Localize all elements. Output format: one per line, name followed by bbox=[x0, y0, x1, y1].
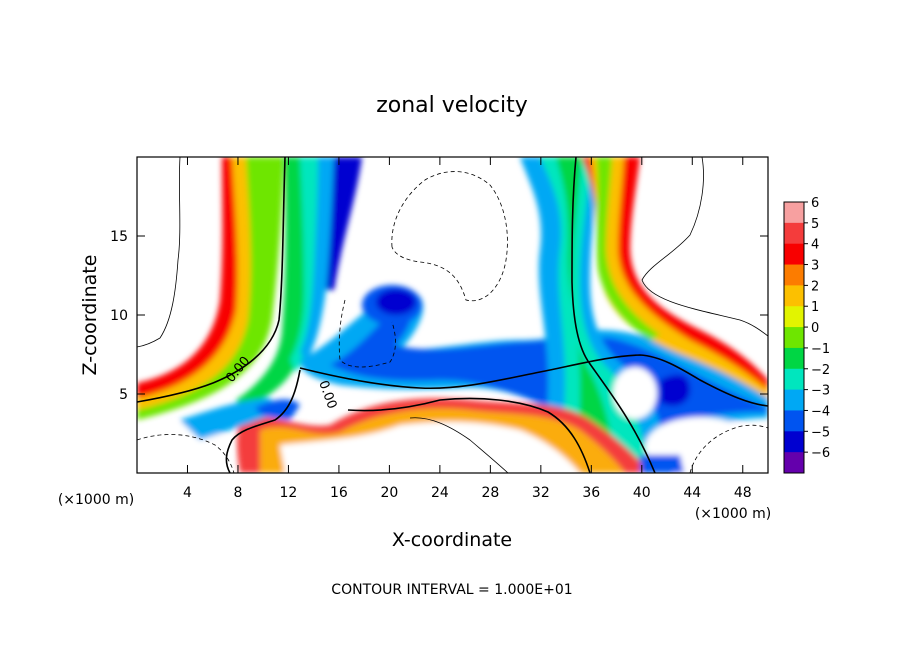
y-tick-label: 5 bbox=[119, 387, 128, 403]
colorbar: 6 5 4 3 2 1 0 −1 −2 −3 −4 −5 −6 bbox=[783, 196, 830, 474]
y-tick-label: 10 bbox=[110, 308, 128, 324]
x-tick-label: 28 bbox=[481, 485, 499, 501]
x-tick-label: 44 bbox=[683, 485, 701, 501]
velocity-field bbox=[137, 157, 768, 473]
x-axis-ticks: 4 8 12 16 20 24 28 32 36 40 44 48 bbox=[183, 157, 752, 501]
x-tick-label: 8 bbox=[233, 485, 242, 501]
colorbar-label: 4 bbox=[811, 238, 819, 253]
x-unit-label: (×1000 m) bbox=[58, 492, 134, 508]
colorbar-label: −6 bbox=[811, 446, 830, 461]
colorbar-swatch bbox=[784, 368, 804, 391]
y-axis-label: Z-coordinate bbox=[79, 255, 101, 376]
x-tick-label: 20 bbox=[380, 485, 398, 501]
colorbar-swatch bbox=[784, 285, 804, 307]
colorbar-swatch bbox=[784, 222, 804, 245]
colorbar-swatch bbox=[784, 410, 804, 432]
colorbar-swatch bbox=[784, 431, 804, 453]
colorbar-label: 3 bbox=[811, 259, 819, 274]
y-tick-label: 15 bbox=[110, 229, 128, 245]
x-tick-label: 24 bbox=[431, 485, 449, 501]
colorbar-swatch bbox=[784, 327, 804, 349]
colorbar-label: −2 bbox=[811, 363, 830, 378]
colorbar-label: −5 bbox=[811, 425, 830, 440]
colorbar-swatch bbox=[784, 243, 804, 266]
colorbar-swatch bbox=[784, 389, 804, 411]
x-tick-label: 36 bbox=[582, 485, 600, 501]
x-tick-label: 4 bbox=[183, 485, 192, 501]
x-tick-label: 12 bbox=[280, 485, 298, 501]
colorbar-label: −4 bbox=[811, 404, 830, 419]
colorbar-swatch bbox=[784, 452, 804, 474]
colorbar-swatch bbox=[784, 202, 804, 224]
colorbar-swatch bbox=[784, 264, 804, 286]
colorbar-label: 5 bbox=[811, 217, 819, 232]
x-axis-label: X-coordinate bbox=[392, 529, 512, 551]
y-axis-ticks: 5 10 15 bbox=[110, 229, 768, 403]
x-tick-label: 16 bbox=[330, 485, 348, 501]
x-unit-label-right: (×1000 m) bbox=[695, 506, 771, 522]
colorbar-label: 6 bbox=[811, 196, 819, 211]
colorbar-label: −1 bbox=[811, 342, 830, 357]
colorbar-label: 2 bbox=[811, 279, 819, 294]
colorbar-frame bbox=[783, 201, 805, 474]
x-tick-label: 48 bbox=[734, 485, 752, 501]
chart-title: zonal velocity bbox=[376, 93, 528, 118]
contour-interval-note: CONTOUR INTERVAL = 1.000E+01 bbox=[331, 582, 572, 598]
colorbar-label: 1 bbox=[811, 300, 819, 315]
x-tick-label: 40 bbox=[633, 485, 651, 501]
colorbar-label: −3 bbox=[811, 384, 830, 399]
colorbar-swatch bbox=[784, 347, 804, 370]
x-tick-label: 32 bbox=[532, 485, 550, 501]
colorbar-swatch bbox=[784, 306, 804, 328]
colorbar-label: 0 bbox=[811, 321, 819, 336]
